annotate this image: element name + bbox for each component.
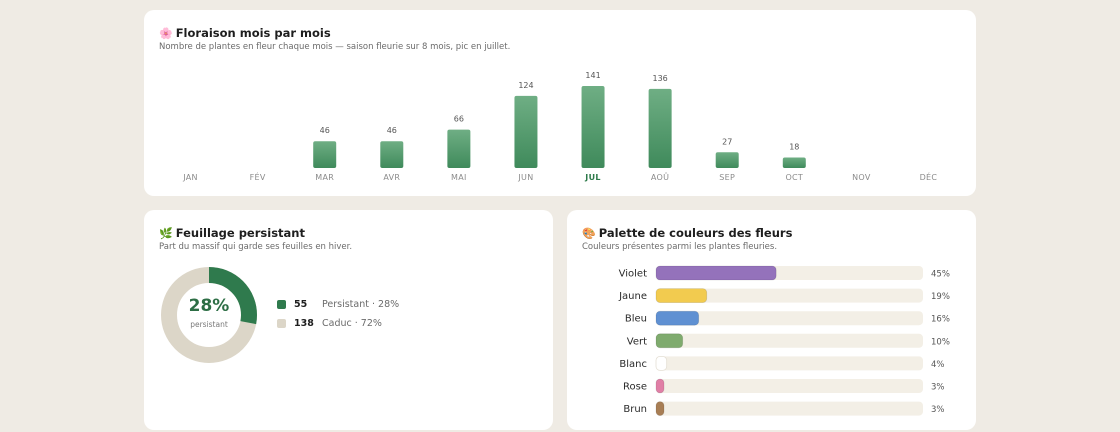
donut-center-label: persistant: [190, 320, 228, 329]
legend-count: 55: [294, 299, 308, 310]
bar-value-label: 18: [789, 143, 799, 152]
legend-swatch-deciduous: [277, 319, 286, 328]
bar-value-label: 46: [320, 126, 330, 135]
bar-8: [715, 152, 739, 168]
leaf-icon: 🌿: [159, 227, 173, 240]
month-tick: DÉC: [920, 171, 938, 182]
color-label: Jaune: [618, 291, 647, 302]
bar-6: [581, 86, 605, 168]
bloom-subtitle: Nombre de plantes en fleur chaque mois —…: [159, 42, 511, 52]
color-bar-5: [655, 378, 665, 394]
bloom-chart: JAN FÉV 46 MAR 46 AVR 66 MAI 124 JUN 141 JUL 136 AOÛ 2…: [182, 71, 938, 182]
month-tick: JAN: [182, 173, 198, 182]
bar-value-label: 46: [387, 126, 397, 135]
bar-value-label: 124: [518, 81, 533, 90]
color-percent: 4%: [931, 360, 945, 370]
palette-title-text: Palette de couleurs des fleurs: [598, 226, 793, 240]
color-label: Violet: [619, 269, 647, 280]
bloom-title-text: Floraison mois par mois: [175, 26, 331, 40]
month-tick: AVR: [383, 173, 400, 182]
bar-value-label: 136: [652, 74, 667, 83]
month-tick: JUN: [517, 173, 533, 182]
color-track: [656, 379, 923, 393]
foliage-subtitle: Part du massif qui garde ses feuilles en…: [159, 242, 353, 252]
bar-9: [782, 157, 806, 168]
month-tick: MAI: [451, 173, 467, 182]
legend-count: 138: [294, 318, 314, 329]
foliage-card: 🌿 Feuillage persistant Part du massif qui…: [144, 210, 553, 430]
bar-4: [447, 129, 471, 168]
color-percent: 45%: [931, 270, 950, 280]
month-tick: JUL: [584, 173, 600, 182]
legend-swatch-persistent: [277, 300, 286, 309]
palette-subtitle: Couleurs présentes parmi les plantes fle…: [582, 242, 778, 252]
foliage-title-text: Feuillage persistant: [175, 226, 305, 240]
bar-7: [648, 88, 672, 168]
palette-icon: 🎨: [582, 227, 596, 240]
color-track: [656, 356, 923, 371]
bar-3: [380, 141, 404, 168]
color-track: [656, 288, 923, 303]
color-percent: 10%: [931, 337, 950, 347]
legend-persistent: 55 Persistant · 28%: [277, 299, 399, 310]
color-bar-2: [655, 310, 700, 326]
palette-chart: Violet 45% Jaune 19% Bleu 16% Vert 10% Blanc 4% Ro…: [618, 265, 950, 417]
flower-icon: 🌸: [159, 27, 173, 40]
color-track: [656, 333, 923, 348]
bar-2: [313, 141, 337, 168]
month-tick: OCT: [785, 173, 803, 182]
legend-deciduous: 138 Caduc · 72%: [277, 318, 382, 329]
donut-center-value: 28%: [188, 296, 230, 316]
foliage-donut: [161, 267, 257, 363]
foliage-title: 🌿 Feuillage persistant: [159, 226, 305, 240]
bar-5: [514, 95, 538, 168]
color-label: Bleu: [625, 314, 647, 325]
palette-card: 🎨 Palette de couleurs des fleurs Couleurs…: [567, 210, 976, 430]
bar-value-label: 141: [585, 71, 600, 80]
color-percent: 16%: [931, 315, 950, 325]
month-tick: AOÛ: [651, 171, 669, 182]
color-bar-4: [655, 355, 668, 371]
color-bar-3: [655, 333, 684, 349]
month-tick: FÉV: [250, 171, 266, 182]
month-tick: SEP: [719, 173, 735, 182]
color-label: Rose: [623, 382, 647, 393]
color-track: [656, 311, 923, 326]
color-percent: 3%: [931, 405, 945, 415]
color-track: [656, 401, 923, 416]
palette-title: 🎨 Palette de couleurs des fleurs: [582, 226, 792, 240]
color-percent: 19%: [931, 292, 950, 302]
color-percent: 3%: [931, 383, 945, 393]
bar-value-label: 66: [454, 115, 464, 124]
color-label: Brun: [623, 404, 647, 415]
bloom-title: 🌸 Floraison mois par mois: [159, 26, 331, 40]
donut-slice-persistent: [161, 267, 257, 363]
color-label: Blanc: [619, 359, 647, 370]
color-bar-1: [655, 288, 708, 303]
color-label: Vert: [627, 336, 647, 347]
legend-text: Caduc · 72%: [322, 318, 382, 329]
bar-value-label: 27: [722, 137, 732, 146]
month-tick: NOV: [852, 173, 871, 182]
legend-text: Persistant · 28%: [322, 299, 400, 310]
month-tick: MAR: [315, 173, 334, 182]
color-bar-6: [655, 401, 665, 417]
bloom-card: 🌸 Floraison mois par mois Nombre de plant…: [144, 10, 976, 196]
color-bar-0: [655, 265, 777, 281]
